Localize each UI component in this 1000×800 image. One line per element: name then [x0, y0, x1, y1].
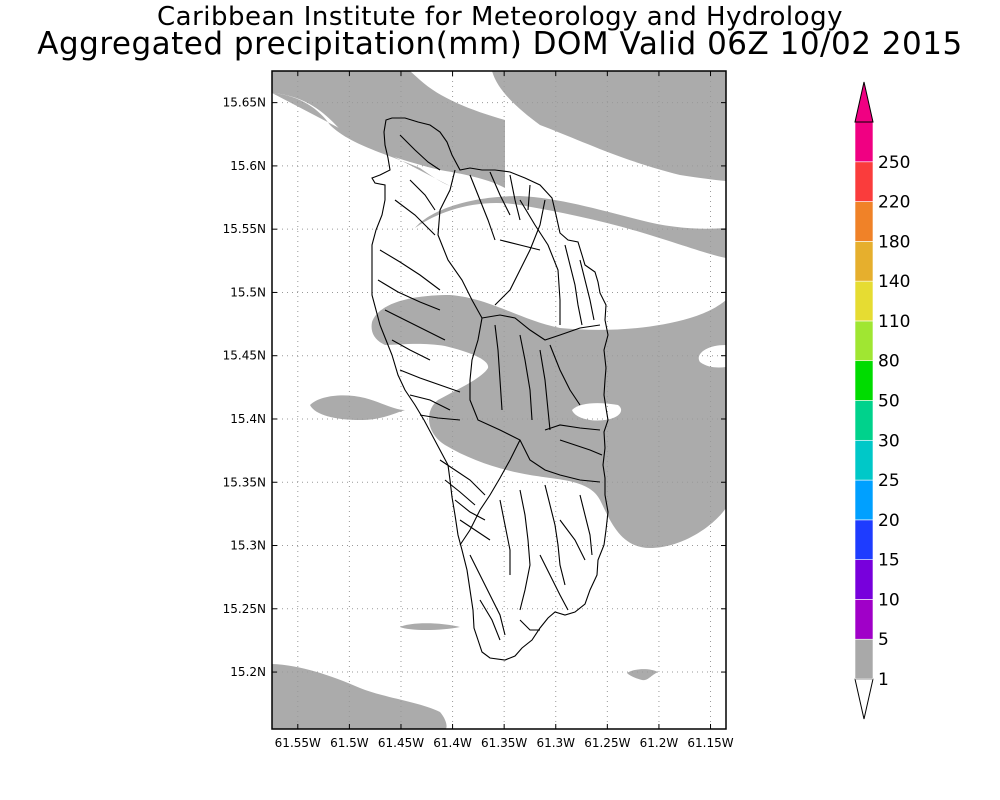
colorbar-segment [854, 320, 874, 362]
colorbar-segment [854, 439, 874, 481]
colorbar-label: 20 [878, 511, 900, 531]
lon-tick-label: 61.55W [275, 736, 321, 750]
colorbar-under-triangle [854, 678, 874, 720]
colorbar-label: 25 [878, 471, 900, 491]
river-3 [494, 244, 595, 431]
lat-tick-label: 15.55N [223, 222, 266, 236]
precip-area-north-ocean [272, 71, 726, 181]
colorbar-label: 220 [878, 193, 910, 213]
watershed-divide-5 [519, 199, 561, 325]
colorbar-segment [854, 121, 874, 163]
precip-area-small-se [627, 669, 658, 681]
colorbar-segment [854, 519, 874, 560]
colorbar-label: 30 [878, 431, 900, 451]
watershed-divide-1 [437, 169, 483, 319]
dominica-island [371, 117, 609, 661]
precip-area-nw [272, 71, 505, 188]
river-1 [377, 134, 461, 421]
watershed-divide-2 [481, 314, 601, 341]
island-coastline [371, 117, 609, 661]
colorbar-segment [854, 360, 874, 401]
precip-area-sw [272, 664, 447, 729]
longitude-axis: 61.55W 61.5W 61.45W 61.4W 61.35W 61.3W 61.25W 6… [275, 71, 734, 750]
colorbar-label: 50 [878, 392, 900, 412]
precip-area-band [415, 196, 726, 258]
title-line-1: Caribbean Institute for Meteorology and … [157, 2, 843, 32]
watershed-divide-4 [459, 439, 521, 546]
lat-tick-label: 15.45N [223, 349, 266, 363]
lat-tick-label: 15.6N [230, 159, 266, 173]
watershed-divide-3 [469, 317, 601, 483]
lat-tick-label: 15.3N [230, 539, 266, 553]
river-4 [439, 424, 603, 541]
colorbar-label: 1 [878, 670, 889, 690]
colorbar-label: 15 [878, 551, 900, 571]
lon-tick-label: 61.35W [481, 736, 527, 750]
lon-tick-label: 61.25W [584, 736, 630, 750]
title-line-2: Aggregated precipitation(mm) DOM Valid 0… [37, 26, 963, 62]
lon-tick-label: 61.2W [640, 736, 679, 750]
lat-tick-label: 15.4N [230, 412, 266, 426]
grid-lines [272, 71, 726, 729]
colorbar-segment [854, 559, 874, 600]
colorbar-segment [854, 599, 874, 640]
colorbar-label: 140 [878, 272, 910, 292]
river-6 [519, 519, 586, 631]
colorbar-label: 110 [878, 312, 910, 332]
colorbar-segment [854, 161, 874, 202]
lon-tick-label: 61.45W [378, 736, 424, 750]
precip-area-small-s [400, 623, 460, 630]
colorbar-label: 5 [878, 630, 889, 650]
river-5 [469, 484, 593, 641]
lat-tick-label: 15.65N [223, 96, 266, 110]
colorbar-segment [854, 280, 874, 322]
lat-tick-label: 15.25N [223, 602, 266, 616]
colorbar-segment [854, 638, 874, 680]
precip-area-west-patch [310, 395, 405, 420]
colorbar-segment [854, 201, 874, 242]
colorbar-segment [854, 400, 874, 441]
lon-tick-label: 61.15W [687, 736, 733, 750]
colorbar-label: 80 [878, 352, 900, 372]
colorbar-label: 10 [878, 590, 900, 610]
lat-tick-label: 15.5N [230, 285, 266, 299]
lat-tick-label: 15.35N [223, 475, 266, 489]
river-2 [469, 171, 546, 306]
lon-tick-label: 61.5W [330, 736, 369, 750]
lon-tick-label: 61.4W [433, 736, 472, 750]
colorbar-over-triangle [854, 81, 874, 123]
lat-tick-label: 15.2N [230, 665, 266, 679]
colorbar-label: 250 [878, 153, 910, 173]
lon-tick-label: 61.3W [536, 736, 575, 750]
colorbar-label: 180 [878, 232, 910, 252]
colorbar-segment [854, 479, 874, 521]
latitude-axis: 15.2N 15.25N 15.3N 15.35N 15.4N 15.45N 15.5N 15… [223, 96, 726, 679]
colorbar-segment [854, 241, 874, 282]
map-frame [271, 70, 727, 730]
no-precip-hole [572, 403, 622, 421]
